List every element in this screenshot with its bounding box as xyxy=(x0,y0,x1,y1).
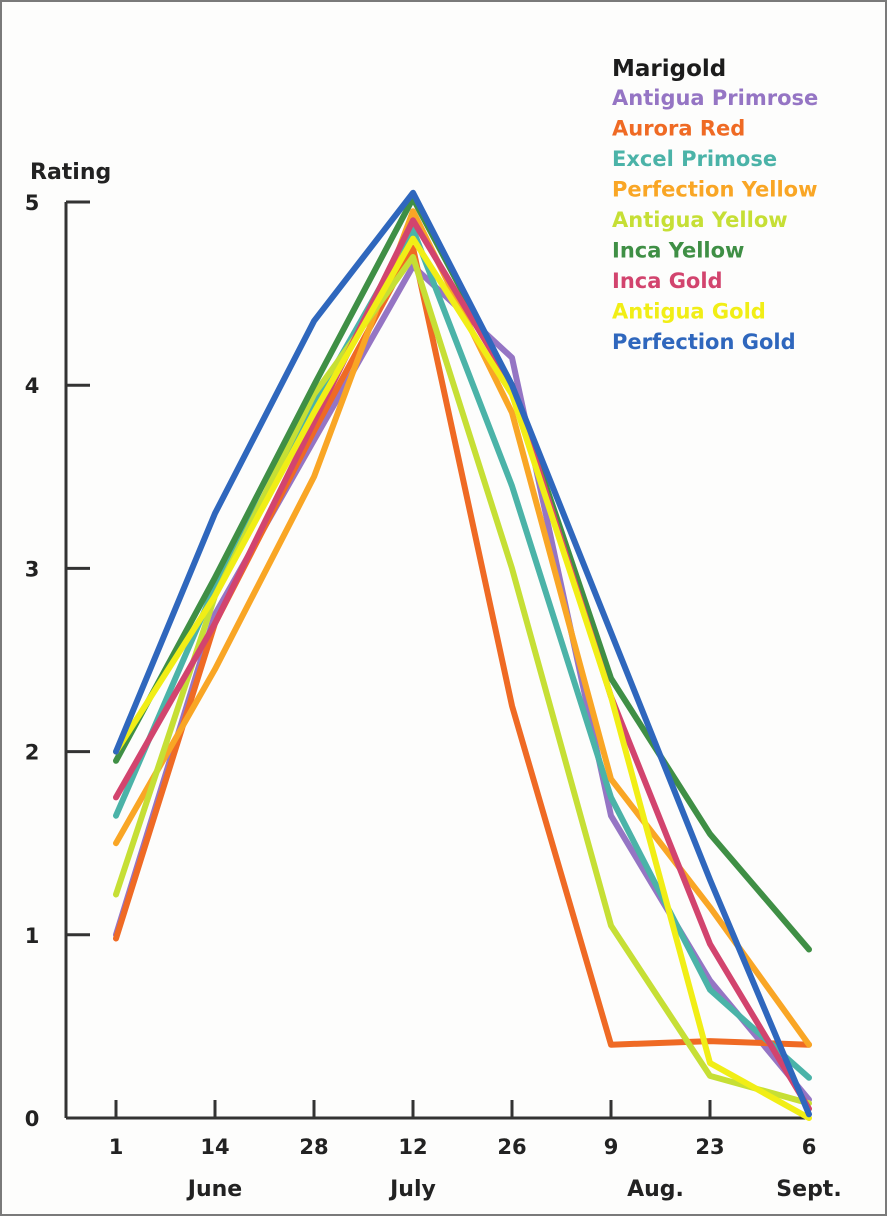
axes xyxy=(64,200,811,1120)
month-label: Sept. xyxy=(776,1177,841,1202)
x-tick-label: 14 xyxy=(200,1135,229,1159)
y-tick-label: 3 xyxy=(25,557,40,581)
series-lines xyxy=(113,189,812,1121)
legend-title: Marigold xyxy=(612,56,726,82)
legend: Marigold Antigua Primrose Aurora Red Excel … xyxy=(612,56,818,354)
x-tick-label: 26 xyxy=(497,1135,526,1159)
y-tick-label: 5 xyxy=(25,191,40,215)
x-tick-label: 12 xyxy=(398,1135,427,1159)
y-axis-label: Rating xyxy=(30,160,111,185)
legend-entry: Perfection Yellow xyxy=(612,178,818,202)
month-label: June xyxy=(186,1177,242,1202)
month-label: July xyxy=(388,1177,436,1202)
legend-entry: Antigua Yellow xyxy=(612,208,788,232)
y-tick-label: 4 xyxy=(25,374,40,398)
legend-entry: Antigua Primrose xyxy=(612,86,818,110)
series-line xyxy=(113,235,812,1121)
legend-entry: Inca Gold xyxy=(612,269,723,293)
x-tick-label: 9 xyxy=(604,1135,619,1159)
legend-entry: Inca Yellow xyxy=(612,239,744,263)
x-tick-label: 28 xyxy=(299,1135,328,1159)
legend-entry: Perfection Gold xyxy=(612,330,796,354)
y-tick-label: 1 xyxy=(25,924,40,948)
legend-entry: Antigua Gold xyxy=(612,300,766,324)
legend-entry: Excel Primose xyxy=(612,147,777,171)
y-tick-label: 0 xyxy=(25,1107,40,1131)
series-line xyxy=(113,217,812,1112)
y-tick-label: 2 xyxy=(25,741,40,765)
month-label: Aug. xyxy=(627,1177,684,1202)
x-tick-label: 1 xyxy=(109,1135,124,1159)
legend-entry: Aurora Red xyxy=(612,117,745,141)
x-tick-label: 23 xyxy=(695,1135,724,1159)
x-tick-label: 6 xyxy=(802,1135,817,1159)
series-line xyxy=(113,189,812,1118)
